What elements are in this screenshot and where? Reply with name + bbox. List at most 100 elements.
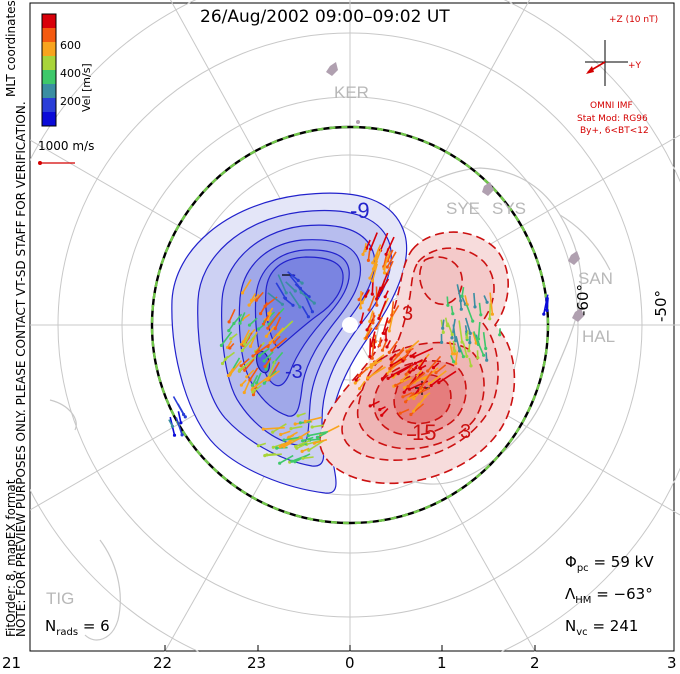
velocity-vector-origin [384,338,388,342]
velocity-vector-origin [387,320,391,324]
velocity-vector-origin [388,366,392,371]
velocity-vector [243,332,251,345]
velocity-vector-origin [419,386,423,390]
mlt-tick-3: 3 [667,654,677,672]
velocity-vector [290,425,303,430]
velocity-vector-origin [251,386,255,390]
velocity-vector [388,340,399,353]
velocity-vector-origin [380,377,384,381]
velocity-vector-origin [357,374,361,378]
velocity-vector-origin [446,303,450,307]
imf-model: Stat Mod: RG96 [577,114,648,124]
velocity-vector-origin [382,267,386,271]
velocity-vector [383,250,391,269]
velocity-vector-origin [300,281,304,285]
velocity-vector-origin [377,316,381,321]
station-san: SAN [578,269,613,288]
velocity-vector-origin [283,296,288,300]
velocity-vector-origin [284,291,288,295]
velocity-vector [369,310,374,322]
velocity-vector-origin [242,390,246,395]
velocity-vector-origin [248,344,253,348]
velocity-vector-origin [451,312,455,316]
velocity-vector-origin [229,337,233,341]
velocity-vector [370,354,385,366]
velocity-vector [271,337,288,351]
velocity-vector-origin [299,290,303,294]
velocity-vector-origin [298,421,302,425]
velocity-vector-origin [371,261,375,265]
velocity-vector [283,436,299,441]
velocity-vector-origin [219,343,223,347]
velocity-vector-origin [266,326,270,330]
velocity-vector-origin [251,354,255,358]
velocity-vector-origin [369,365,373,369]
velocity-vector-origin [409,354,413,358]
velocity-vector-origin [371,267,375,271]
velocity-vector [262,315,270,325]
velocity-vector [302,456,314,460]
velocity-vector [489,292,494,315]
velocity-vector [418,357,427,369]
mlt-tick-0: 0 [345,654,355,672]
velocity-vector [454,351,459,364]
velocity-vector-origin [380,348,385,352]
velocity-vector [473,292,476,307]
velocity-vector [305,416,323,423]
velocity-vector [301,305,310,318]
velocity-vector-origin [301,439,305,443]
velocity-vector-origin [453,352,457,356]
velocity-vector [228,308,236,323]
velocity-vector-origin [251,390,255,394]
velocity-vector [408,393,419,400]
velocity-vector [385,236,395,255]
velocity-vector-origin [263,304,267,308]
velocity-vector [358,368,368,377]
velocity-vector [380,273,389,290]
velocity-vector-origin [375,297,379,301]
station-sye: SYE [446,199,480,218]
velocity-vector [372,247,380,270]
velocity-vector-origin [359,306,363,310]
velocity-vector-origin [294,444,298,449]
velocity-vector [308,430,329,437]
velocity-vector [452,340,456,352]
station-hal: HAL [582,327,615,346]
velocity-vector [392,364,412,376]
velocity-vector [259,301,268,315]
velocity-vector [367,366,386,379]
velocity-vector-origin [445,324,449,328]
velocity-vector-origin [452,360,456,364]
imf-arrowhead [586,66,594,74]
velocity-vector-origin [359,320,363,324]
velocity-vector-origin [170,424,174,428]
velocity-vector-origin [240,291,245,295]
station-ker: KER [334,83,369,102]
velocity-vector-origin [278,461,282,465]
velocity-vector-origin [353,381,357,385]
velocity-vector [370,331,376,347]
station-tig: TIG [46,589,74,608]
velocity-vector [289,275,302,289]
mlt-tick-1: 1 [437,654,447,672]
velocity-vector [458,346,465,357]
velocity-vector-origin [257,327,261,331]
colorbar-segment [42,84,56,99]
velocity-vector [368,295,376,311]
velocity-vector [438,370,457,384]
velocity-vector [364,324,373,339]
velocity-vector-origin [306,315,310,319]
plot-title: 26/Aug/2002 09:00–09:02 UT [200,7,450,27]
imf-condition: By+, 6<BT<12 [580,126,649,136]
velocity-vector-origin [262,359,266,363]
velocity-vector [402,391,413,398]
station-markers [326,62,584,322]
velocity-vector-origin [459,307,463,311]
velocity-vector-origin [368,276,372,280]
contour-label-pos3: 3 [402,303,413,325]
velocity-vector-origin [441,330,445,334]
stat-lambda-hm: ΛHM = −63° [565,585,653,607]
velocity-vector-origin [401,395,405,399]
velocity-vector-origin [412,355,416,359]
velocity-vector-origin [437,381,441,385]
